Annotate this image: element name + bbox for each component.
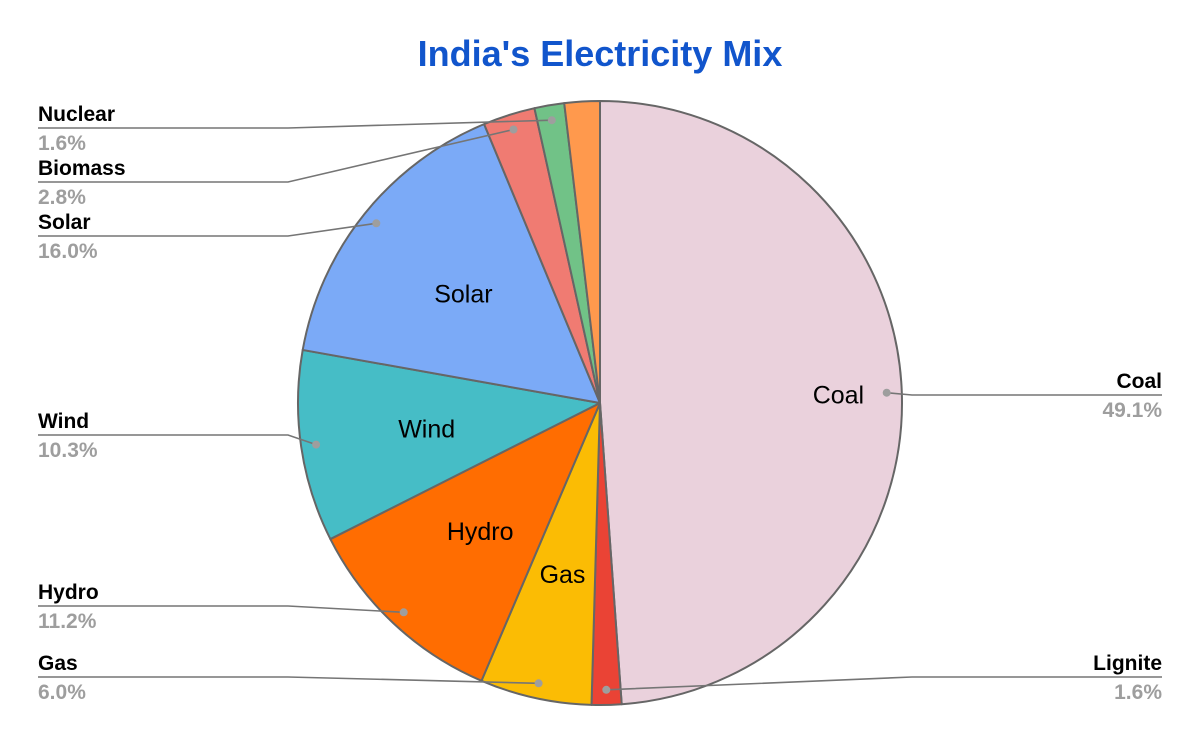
side-label-name-coal: Coal: [1116, 370, 1162, 393]
leader-dot-nuclear: [547, 116, 556, 125]
inner-label-solar: Solar: [434, 280, 492, 308]
side-label-value-biomass: 2.8%: [38, 186, 86, 209]
leader-dot-coal: [882, 388, 891, 397]
leader-dot-gas: [534, 679, 543, 688]
side-label-name-hydro: Hydro: [38, 581, 99, 604]
pie-slice-solar: [301, 123, 601, 404]
leader-dot-biomass: [509, 125, 518, 134]
side-label-name-biomass: Biomass: [38, 157, 126, 180]
chart-title: India's Electricity Mix: [417, 33, 783, 74]
pie-slice-other-8: [563, 100, 601, 404]
pie-leader-lines: [38, 116, 1162, 694]
side-label-name-gas: Gas: [38, 652, 78, 675]
side-label-value-lignite: 1.6%: [1114, 681, 1162, 704]
side-label-name-nuclear: Nuclear: [38, 103, 115, 126]
leader-line-coal: [886, 391, 1162, 396]
pie-side-labels: Coal 49.1% Lignite 1.6% Gas 6.0% Hydro 11.2% Win…: [38, 103, 1162, 704]
leader-line-gas: [38, 676, 539, 685]
side-label-value-gas: 6.0%: [38, 681, 86, 704]
pie-slice-wind: [297, 348, 601, 541]
inner-label-wind: Wind: [398, 415, 455, 443]
pie-inner-labels: Coal Gas Hydro Wind Solar: [398, 280, 864, 589]
inner-label-coal: Coal: [813, 381, 864, 409]
leader-line-lignite: [606, 676, 1162, 691]
pie-slice-coal: [599, 100, 903, 706]
pie-slices: [297, 100, 903, 706]
side-label-name-lignite: Lignite: [1093, 652, 1162, 675]
side-label-name-solar: Solar: [38, 211, 91, 234]
leader-line-solar: [38, 222, 377, 237]
leader-dot-wind: [312, 440, 321, 449]
leader-line-nuclear: [38, 119, 552, 129]
inner-label-gas: Gas: [540, 561, 586, 589]
leader-line-wind: [38, 434, 317, 446]
leader-line-biomass: [38, 128, 514, 183]
leader-dot-solar: [372, 219, 381, 228]
side-label-value-coal: 49.1%: [1102, 399, 1162, 422]
side-label-value-wind: 10.3%: [38, 439, 98, 462]
inner-label-hydro: Hydro: [447, 518, 514, 546]
side-label-name-wind: Wind: [38, 410, 89, 433]
leader-dot-hydro: [399, 608, 408, 617]
leader-dot-lignite: [602, 685, 611, 694]
side-label-value-nuclear: 1.6%: [38, 132, 86, 155]
leader-line-hydro: [38, 605, 404, 614]
side-label-value-hydro: 11.2%: [38, 610, 97, 633]
side-label-value-solar: 16.0%: [38, 240, 98, 263]
